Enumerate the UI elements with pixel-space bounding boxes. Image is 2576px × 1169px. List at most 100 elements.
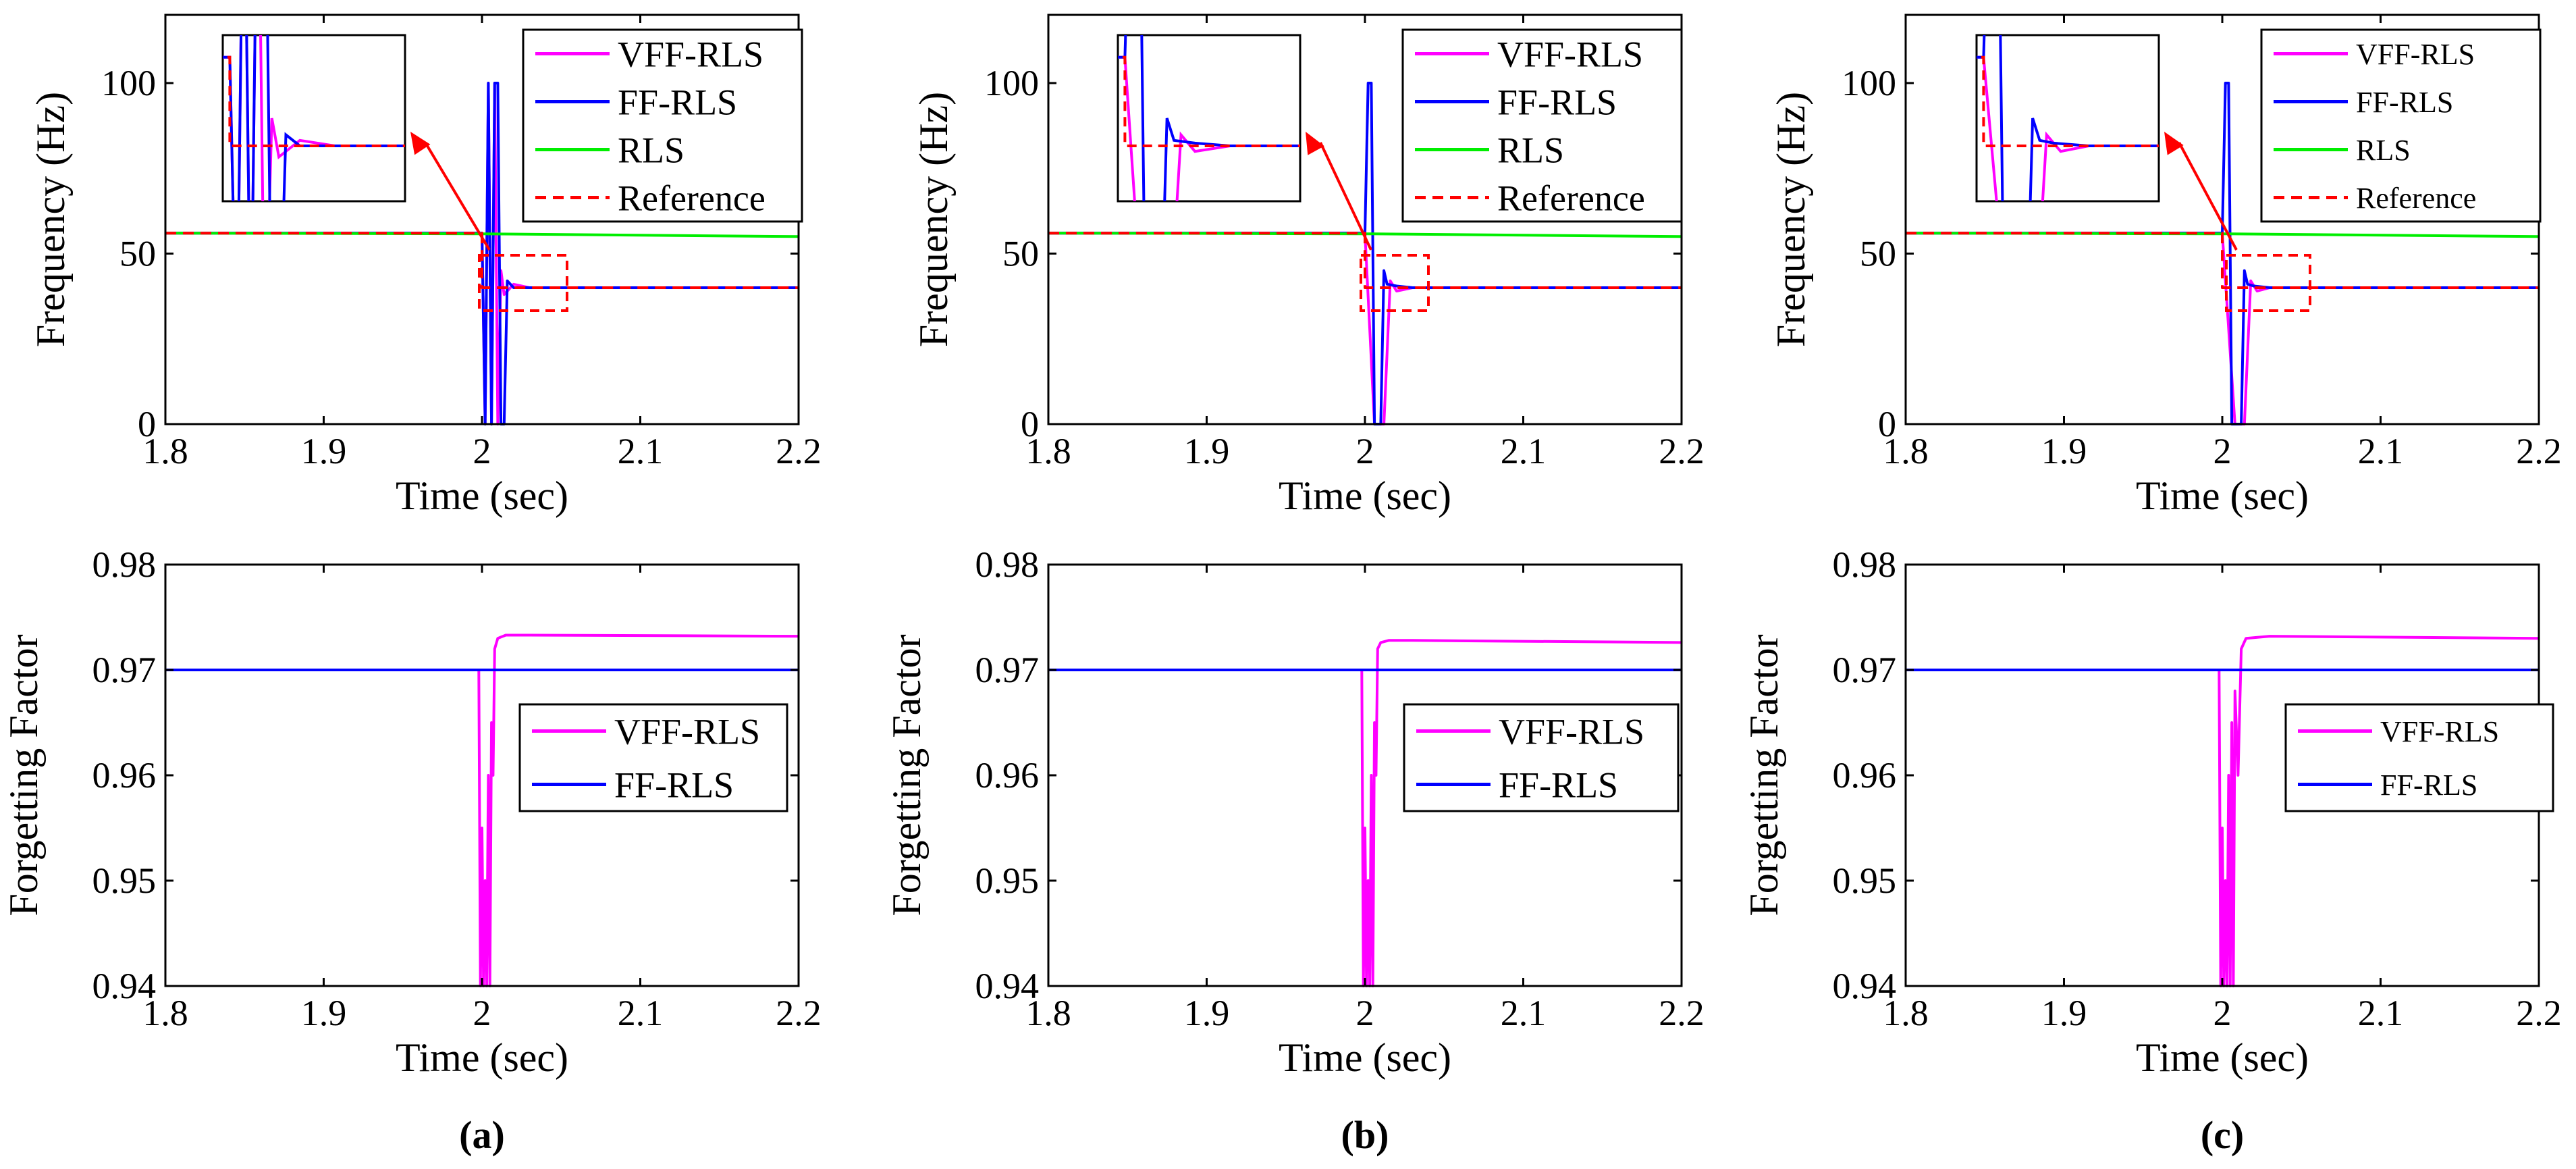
x-tick-label: 2.1 (2358, 431, 2404, 471)
y-tick-label: 100 (101, 63, 156, 103)
zoom-arrow (1319, 142, 1372, 251)
series-line-vff-rls (165, 633, 799, 987)
x-tick-label: 2.1 (618, 993, 664, 1033)
legend-label: VFF-RLS (614, 711, 760, 752)
x-tick-label: 1.8 (1025, 431, 1071, 471)
x-tick-label: 2 (473, 993, 491, 1033)
y-tick-label: 0.95 (975, 860, 1040, 901)
legend-label: FF-RLS (1497, 82, 1617, 122)
inset-box (1117, 34, 1302, 203)
series-line-vff-rls (1048, 232, 1682, 425)
chart-forgetting_factor-1: 1.8 1.9 2 2.1 2.2 0.94 0.95 0.96 0.97 0.98 Time (s… (884, 544, 1705, 1080)
panel-label: (c) (2201, 1113, 2244, 1157)
legend-label: VFF-RLS (2356, 38, 2475, 71)
y-axis-label: Forgetting Factor (1, 634, 46, 916)
x-tick-label: 1.8 (1883, 431, 1929, 471)
x-tick-label: 1.8 (1025, 993, 1071, 1033)
y-tick-label: 0 (138, 404, 156, 444)
y-tick-label: 0.95 (1833, 860, 1897, 901)
x-tick-label: 2.2 (2516, 431, 2562, 471)
legend-label: VFF-RLS (1497, 34, 1643, 74)
y-tick-label: 50 (1002, 234, 1039, 274)
legend-label: RLS (618, 130, 685, 170)
x-axis-label: Time (sec) (1279, 473, 1451, 518)
legend-label: Reference (1497, 178, 1645, 218)
inset-plot (221, 34, 406, 203)
chart-forgetting_factor-0: 1.8 1.9 2 2.1 2.2 0.94 0.95 0.96 0.97 0.98 Time (s… (1, 544, 822, 1080)
zoom-arrow-head (410, 132, 431, 155)
x-axis-label: Time (sec) (1279, 1035, 1451, 1080)
legend-box (518, 703, 788, 812)
x-tick-label: 1.9 (1184, 993, 1230, 1033)
x-axis-label: Time (sec) (396, 473, 568, 518)
y-tick-label: 0.97 (1833, 650, 1897, 690)
y-axis-label: Forgetting Factor (884, 634, 929, 916)
inset-series-reference (1977, 55, 2159, 147)
legend-box (2260, 28, 2542, 223)
y-tick-label: 100 (1842, 63, 1896, 103)
legend-label: RLS (2356, 134, 2411, 167)
x-tick-label: 2.1 (1501, 431, 1547, 471)
y-tick-label: 50 (119, 234, 156, 274)
y-tick-label: 0 (1878, 404, 1896, 444)
y-tick-label: 0.94 (92, 966, 157, 1006)
legend-label: VFF-RLS (618, 34, 763, 74)
legend: VFF-RLS FF-RLS (518, 703, 788, 812)
series-line-vff-rls (1906, 232, 2539, 425)
x-tick-label: 2.2 (776, 431, 822, 471)
x-tick-label: 2.1 (2358, 993, 2404, 1033)
zoom-region-box (478, 254, 568, 312)
chart-frequency-1: 1.8 1.9 2 2.1 2.2 0 50 100 Time (sec) Frequency (… (911, 14, 1705, 518)
legend-label: VFF-RLS (2380, 715, 2499, 748)
legend-label: FF-RLS (2380, 769, 2477, 802)
chart-frequency-2: 1.8 1.9 2 2.1 2.2 0 50 100 Time (sec) Frequency (… (1769, 14, 2562, 518)
y-tick-label: 0.97 (92, 650, 157, 690)
x-tick-label: 2.2 (776, 993, 822, 1033)
legend: VFF-RLS FF-RLS (1403, 703, 1680, 812)
inset-plot (1117, 34, 1302, 203)
legend-label: FF-RLS (2356, 86, 2453, 119)
y-tick-label: 0.97 (975, 650, 1040, 690)
y-tick-label: 0.98 (92, 544, 157, 585)
zoom-region-box (1360, 254, 1430, 312)
zoom-arrow-head (2164, 132, 2184, 155)
inset-plot (1975, 34, 2160, 203)
x-tick-label: 1.8 (142, 993, 188, 1033)
x-axis-label: Time (sec) (396, 1035, 568, 1080)
inset-series-reference (223, 55, 405, 147)
inset-series-vff-rls (223, 35, 405, 201)
legend-label: RLS (1497, 130, 1564, 170)
zoom-arrow (2178, 142, 2238, 251)
legend: VFF-RLS FF-RLS (2284, 703, 2554, 812)
inset-series-reference (1118, 55, 1300, 147)
x-tick-label: 2 (2213, 993, 2232, 1033)
legend-box (522, 28, 803, 223)
legend: VFF-RLS FF-RLS RLS Reference (522, 28, 803, 223)
x-tick-label: 1.9 (2041, 993, 2087, 1033)
y-tick-label: 100 (984, 63, 1039, 103)
y-tick-label: 0.96 (92, 755, 157, 796)
chart-frequency-0: 1.8 1.9 2 2.1 2.2 0 50 100 Time (sec) Frequency (… (28, 14, 822, 518)
legend-label: FF-RLS (1499, 764, 1618, 805)
y-tick-label: 0 (1021, 404, 1039, 444)
legend-label: FF-RLS (614, 764, 734, 805)
y-axis-label: Frequency (Hz) (911, 92, 956, 347)
zoom-arrow (424, 141, 491, 251)
zoom-region-box (2225, 254, 2311, 312)
y-axis-label: Frequency (Hz) (28, 92, 73, 347)
x-axis-label: Time (sec) (2136, 473, 2309, 518)
legend-label: FF-RLS (618, 82, 737, 122)
legend-label: Reference (618, 178, 766, 218)
inset-series-ff-rls (1977, 35, 2159, 201)
series-line-vff-rls (1048, 639, 1682, 987)
y-tick-label: 0.94 (975, 966, 1040, 1006)
chart-forgetting_factor-2: 1.8 1.9 2 2.1 2.2 0.94 0.95 0.96 0.97 0.98 Time (s… (1742, 544, 2562, 1080)
legend-box (1403, 703, 1680, 812)
x-axis-label: Time (sec) (2136, 1035, 2309, 1080)
x-tick-label: 1.9 (301, 993, 347, 1033)
x-tick-label: 1.8 (142, 431, 188, 471)
x-tick-label: 2.2 (2516, 993, 2562, 1033)
x-tick-label: 1.9 (2041, 431, 2087, 471)
inset-box (1975, 34, 2160, 203)
